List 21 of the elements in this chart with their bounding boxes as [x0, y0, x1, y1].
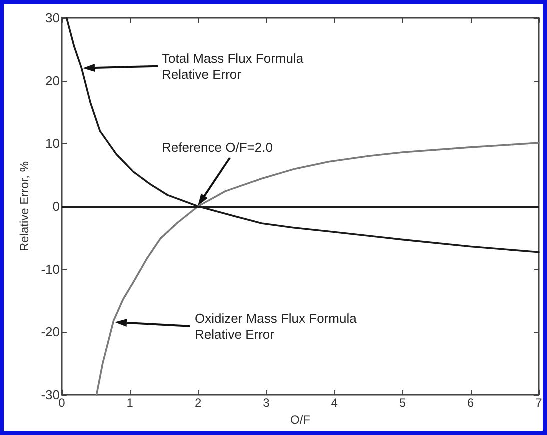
y-tick-label: 10 — [46, 136, 60, 152]
y-axis-title: Relative Error, % — [17, 161, 32, 252]
y-tick-label: 0 — [52, 199, 60, 214]
y-tick-label: -30 — [41, 388, 60, 402]
annotation: Total Mass Flux Formula Relative Error — [162, 51, 304, 83]
y-tick-label: 20 — [46, 73, 60, 88]
line-series — [96, 142, 540, 396]
x-tick-label: 2 — [194, 396, 202, 410]
x-tick-label: 1 — [126, 396, 134, 410]
y-tick-label: 30 — [46, 10, 60, 26]
x-tick-label: 6 — [468, 396, 475, 410]
x-tick-label: 5 — [399, 396, 406, 410]
annotation: Reference O/F=2.0 — [162, 140, 273, 156]
annotation: Oxidizer Mass Flux Formula Relative Error — [195, 311, 357, 343]
x-tick-label: 4 — [331, 396, 338, 410]
x-tick-label: 3 — [263, 396, 270, 410]
x-axis-title: O/F — [290, 412, 310, 427]
y-tick-label: -10 — [41, 262, 60, 277]
y-tick-label: -20 — [41, 324, 60, 340]
x-tick-label: 7 — [536, 396, 543, 410]
line-series — [66, 17, 540, 254]
